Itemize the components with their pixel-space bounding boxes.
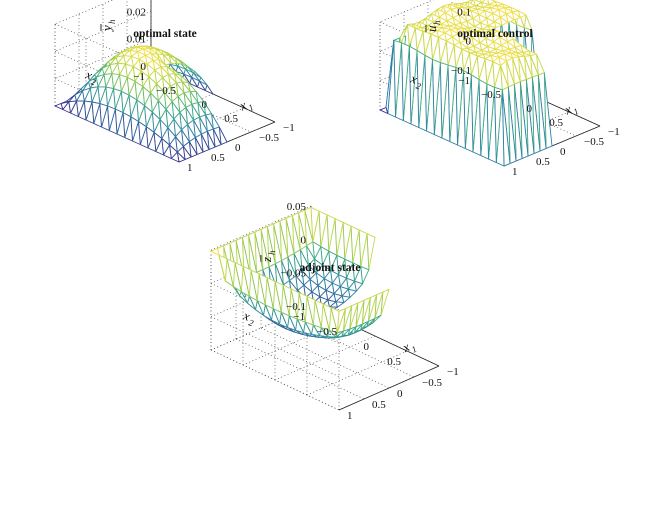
x-tick-label: −0.5 [422,377,442,389]
surface-plot-control: −1−0.500.51−1−0.500.5−0.100.10.2x1x2uh [379,0,620,178]
z-tick-label: 0 [466,36,472,48]
y-tick-label: 0.5 [387,356,401,368]
chart-optimal-state: optimal state −1 −0.5 0 0.5 1 −1 −0.5 0 0.5 0 0.01… [0,0,330,258]
z-tick-label: 0 [141,61,147,73]
z-axis-label: yh [99,19,117,33]
x1-axis-label: x1 [561,101,580,118]
x-tick-label: 1 [187,162,193,174]
x-tick-label: 0.5 [211,152,225,164]
z-tick-label: −0.1 [451,65,471,77]
chart-title: adjoint state [299,262,361,274]
x-tick-label: 0.5 [536,156,550,168]
svg-text:2: 2 [247,317,255,328]
y-tick-label: 0 [364,341,370,353]
svg-text:1: 1 [247,102,255,113]
x-tick-label: 1 [347,410,353,422]
svg-text:x: x [83,66,94,82]
svg-text:h: h [107,19,117,24]
x2-axis-label: x2 [408,70,423,92]
svg-text:x: x [241,307,252,323]
chart-adjoint-state: adjoint state −1 −0.5 0 0.5 1 −1 −0.5 0 0.5 −0.1−… [165,201,495,502]
z-tick-label: −0.1 [286,301,306,313]
y-tick-label: 0.5 [549,117,563,129]
svg-text:x: x [408,70,419,86]
surface-cell [480,0,486,4]
svg-text:h: h [432,20,442,25]
surface-mesh [379,0,553,167]
tick-labels: −1−0.500.51−1−0.500.5−0.100.10.2 [451,6,620,178]
x2-axis-label: x2 [241,307,256,328]
x-tick-label: −0.5 [259,132,279,144]
svg-text:1: 1 [410,344,418,355]
x-tick-label: 0 [560,146,566,158]
y-tick-label: −0.5 [156,85,176,97]
x-tick-label: 0 [235,142,241,154]
chart-title: optimal state [133,28,197,40]
z-tick-label: 0.05 [287,201,307,213]
surface-cell [210,248,220,256]
y-tick-label: 0 [202,99,208,111]
y-tick-label: −1 [133,71,145,83]
z-tick-label: 0 [301,234,307,246]
x-tick-label: 0.5 [372,399,386,411]
surface-plot-state: −1−0.500.51−1−0.500.500.010.020.03x1x2yh [54,0,295,174]
svg-text:1: 1 [572,106,580,117]
x-tick-label: 1 [512,166,518,178]
svg-text:2: 2 [415,81,423,92]
z-axis-label: zh [259,250,277,263]
z-tick-label: 0.01 [127,34,146,46]
y-tick-label: −0.5 [481,89,501,101]
tick-labels: −1−0.500.51−1−0.500.500.010.020.03 [127,6,295,174]
svg-text:z: z [259,257,274,263]
svg-text:u: u [424,25,439,32]
z-tick-label: −0.05 [281,268,307,280]
svg-text:2: 2 [90,77,98,88]
chart-title: optimal control [457,28,533,40]
x-tick-label: −0.5 [584,136,604,148]
y-tick-label: −1 [458,75,470,87]
surface-cell [379,107,389,114]
x2-axis-label: x2 [83,66,98,88]
z-tick-label: 0.02 [127,6,146,18]
surface-mesh [210,206,390,339]
y-tick-label: −0.5 [317,326,337,338]
x-tick-label: −1 [608,126,620,138]
surface-plot-adjoint: −1 −0.5 0 0.5 1 −1 −0.5 0 0.5 −0.1 −0.05 0 0.05 x 1 x2 z… [210,201,459,422]
z-tick-label: 0.1 [457,6,471,18]
x-tick-label: −1 [283,122,295,134]
x-tick-label: −1 [447,366,459,378]
svg-text:y: y [99,25,114,33]
tick-labels: −1 −0.5 0 0.5 1 −1 −0.5 0 0.5 −0.1 −0.05 0 0.05 [281,201,459,422]
x1-axis-label: x1 [236,97,255,114]
svg-text:h: h [267,250,277,255]
surface-cell [54,103,64,110]
y-tick-label: −1 [293,311,305,323]
y-tick-label: 0.5 [224,113,238,125]
x-tick-label: 0 [397,388,403,400]
surface-mesh [54,45,228,163]
y-tick-label: 0 [527,103,533,115]
z-axis-label: uh [424,20,442,32]
chart-optimal-control: optimal control −1 −0.5 0 0.5 1 −1 −0.5 0 0.5 −0.… [330,0,660,258]
